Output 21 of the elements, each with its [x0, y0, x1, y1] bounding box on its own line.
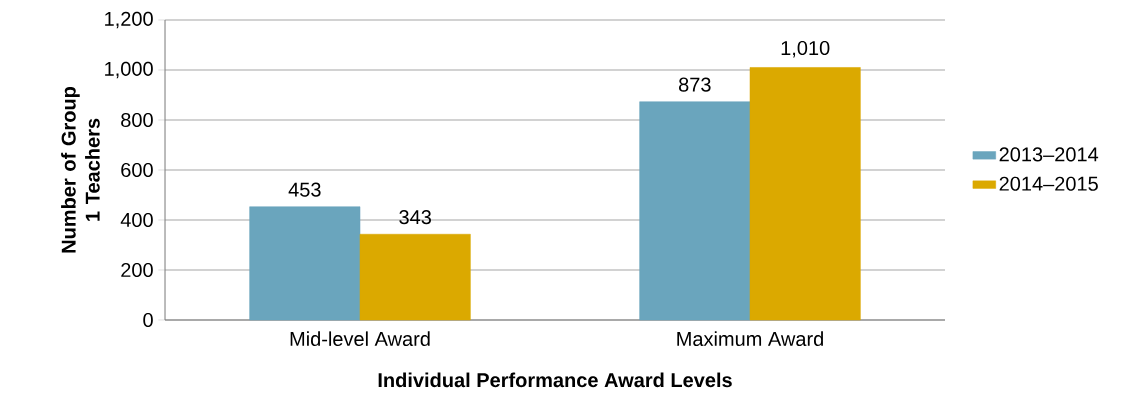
y-tick-label: 400: [120, 212, 153, 228]
bar: [639, 101, 751, 321]
data-label: 453: [288, 182, 321, 197]
bar: [749, 67, 861, 321]
bar: [359, 233, 471, 321]
x-axis-title: Individual Performance Award Levels: [378, 372, 732, 388]
y-tick-label: 1,000: [105, 61, 153, 79]
y-tick-label: 800: [121, 112, 153, 128]
data-label: 1,010: [781, 40, 830, 58]
legend-label: 2013–2014: [999, 147, 1099, 162]
x-tick-label: Maximum Award: [677, 331, 823, 347]
y-tick-label: 1,200: [105, 11, 153, 29]
x-tick-label: Mid-level Award: [290, 331, 430, 347]
legend-label: 2014–2015: [999, 176, 1098, 191]
bar: [249, 206, 361, 321]
y-tick-label: 600: [121, 162, 153, 178]
data-label: 343: [399, 210, 431, 225]
y-axis-title: Number of Group 1 Teachers: [61, 86, 100, 253]
y-tick-label: 200: [121, 262, 153, 278]
y-tick-label: 0: [143, 312, 153, 328]
data-label: 873: [679, 77, 711, 92]
